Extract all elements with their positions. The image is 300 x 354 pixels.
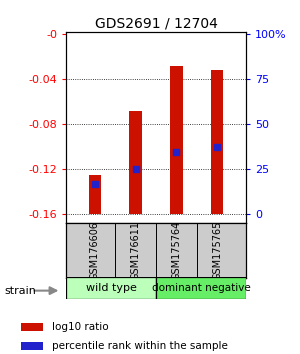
Text: percentile rank within the sample: percentile rank within the sample [52, 341, 228, 351]
Text: dominant negative: dominant negative [152, 283, 250, 293]
Bar [66, 277, 156, 299]
Text: log10 ratio: log10 ratio [52, 322, 109, 332]
Bar [129, 110, 142, 214]
Text: GSM176611: GSM176611 [130, 221, 140, 280]
Text: GSM175764: GSM175764 [172, 221, 182, 280]
Bar [211, 70, 224, 214]
Title: GDS2691 / 12704: GDS2691 / 12704 [94, 17, 218, 31]
Text: wild type: wild type [85, 283, 136, 293]
Bar [170, 65, 183, 214]
Bar [88, 175, 101, 214]
Text: GSM176606: GSM176606 [90, 221, 100, 280]
Bar [20, 323, 43, 331]
Text: strain: strain [4, 286, 36, 296]
Text: GSM175765: GSM175765 [212, 221, 222, 280]
Bar [156, 277, 246, 299]
Bar [20, 342, 43, 350]
